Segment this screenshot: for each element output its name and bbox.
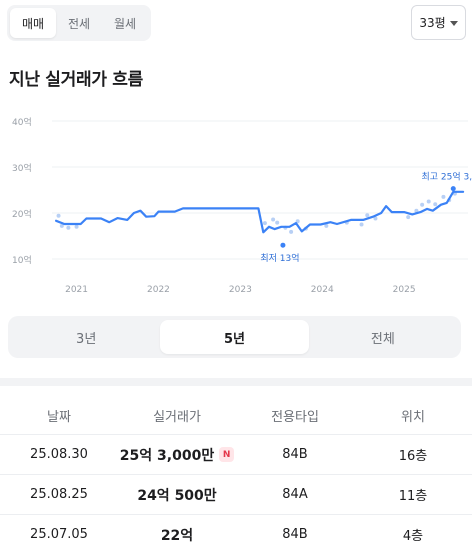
trade-point (373, 216, 378, 221)
x-tick-label: 2025 (393, 285, 416, 295)
row-floor: 4층 (402, 529, 424, 544)
table-row[interactable]: 25.08.30 25억 3,000만 N 84B 16층 (0, 435, 472, 475)
x-tick-label: 2021 (65, 285, 88, 295)
trade-point (365, 213, 370, 218)
trade-point (289, 229, 294, 234)
trade-point (74, 224, 79, 229)
x-tick-label: 2024 (311, 285, 334, 295)
row-date: 25.07.05 (30, 527, 88, 542)
trade-point (433, 202, 438, 207)
row-price-cell: 25억 3,000만 N (118, 445, 236, 465)
row-floor: 16층 (398, 449, 428, 464)
trade-point (441, 194, 446, 199)
row-price: 24억 500만 (137, 487, 217, 504)
trade-point (271, 217, 276, 222)
row-type: 84B (282, 447, 308, 462)
trade-point (420, 202, 425, 207)
deal-type-tabs: 매매 전세 월세 (7, 5, 151, 41)
row-price-cell: 22억 (118, 525, 236, 545)
table-header: 날짜 실거래가 전용타입 위치 (0, 397, 472, 435)
trade-point (59, 223, 64, 228)
trade-point (406, 215, 411, 220)
tab-monthly-rent[interactable]: 월세 (113, 16, 137, 31)
chart-grid (52, 120, 468, 260)
price-trend-chart: 10억 20억 30억 40억 2021 2022 2023 2024 2025 최고 25억… (12, 116, 472, 295)
row-price: 25억 3,000만 (119, 447, 215, 464)
header-floor: 위치 (401, 410, 425, 425)
row-price-cell: 24억 500만 (118, 485, 236, 505)
area-select[interactable]: 33평 (411, 5, 466, 40)
trade-point (262, 221, 267, 226)
range-tab-5y[interactable]: 5년 (160, 320, 309, 354)
range-tab-3y[interactable]: 3년 (76, 331, 97, 347)
header-type: 전용타입 (271, 410, 319, 425)
range-tab-all[interactable]: 전체 (370, 331, 395, 347)
header-price: 실거래가 (153, 410, 201, 425)
trend-line-group (55, 190, 465, 234)
x-tick-label: 2023 (229, 285, 252, 295)
row-date: 25.08.25 (30, 487, 88, 502)
row-type: 84B (282, 527, 308, 542)
max-label: 최고 25억 3,000 (421, 171, 472, 183)
y-tick-label: 20억 (12, 208, 32, 220)
row-price: 22억 (160, 527, 194, 544)
trade-point (275, 220, 280, 225)
trend-line (55, 190, 465, 234)
table-row[interactable]: 25.08.25 24억 500만 84A 11층 (0, 475, 472, 515)
trade-point (66, 225, 71, 230)
y-tick-label: 10억 (12, 254, 32, 266)
trade-point (426, 199, 431, 204)
section-divider (0, 378, 472, 386)
trade-point (414, 208, 419, 213)
min-label: 최저 13억 (260, 252, 299, 264)
x-tick-label: 2022 (147, 285, 170, 295)
trade-point (56, 213, 61, 218)
row-type: 84A (282, 487, 308, 502)
header-date: 날짜 (47, 410, 71, 425)
section-title: 지난 실거래가 흐름 (9, 70, 143, 90)
y-axis-ticks: 10억 20억 30억 40억 (12, 116, 32, 266)
y-tick-label: 40억 (12, 116, 32, 128)
tab-jeonse[interactable]: 전세 (67, 16, 91, 31)
table-row[interactable]: 25.07.05 22억 84B 4층 (0, 515, 472, 553)
trade-point (359, 222, 364, 227)
max-point (450, 186, 456, 192)
trade-table: 날짜 실거래가 전용타입 위치 25.08.30 25억 3,000만 N 84… (0, 397, 472, 553)
area-select-value: 33평 (419, 16, 446, 30)
chevron-down-icon (449, 20, 458, 26)
chart-annotations: 최고 25억 3,000 최저 13억 (260, 171, 472, 265)
row-floor: 11층 (398, 489, 428, 504)
y-tick-label: 30억 (12, 162, 32, 174)
trade-point (324, 223, 329, 228)
x-axis-ticks: 2021 2022 2023 2024 2025 (65, 285, 415, 295)
min-point (280, 242, 286, 248)
new-badge: N (219, 447, 235, 462)
tab-sale[interactable]: 매매 (10, 8, 56, 38)
row-date: 25.08.30 (30, 447, 88, 462)
range-tabs: 3년 5년 전체 (8, 316, 461, 358)
